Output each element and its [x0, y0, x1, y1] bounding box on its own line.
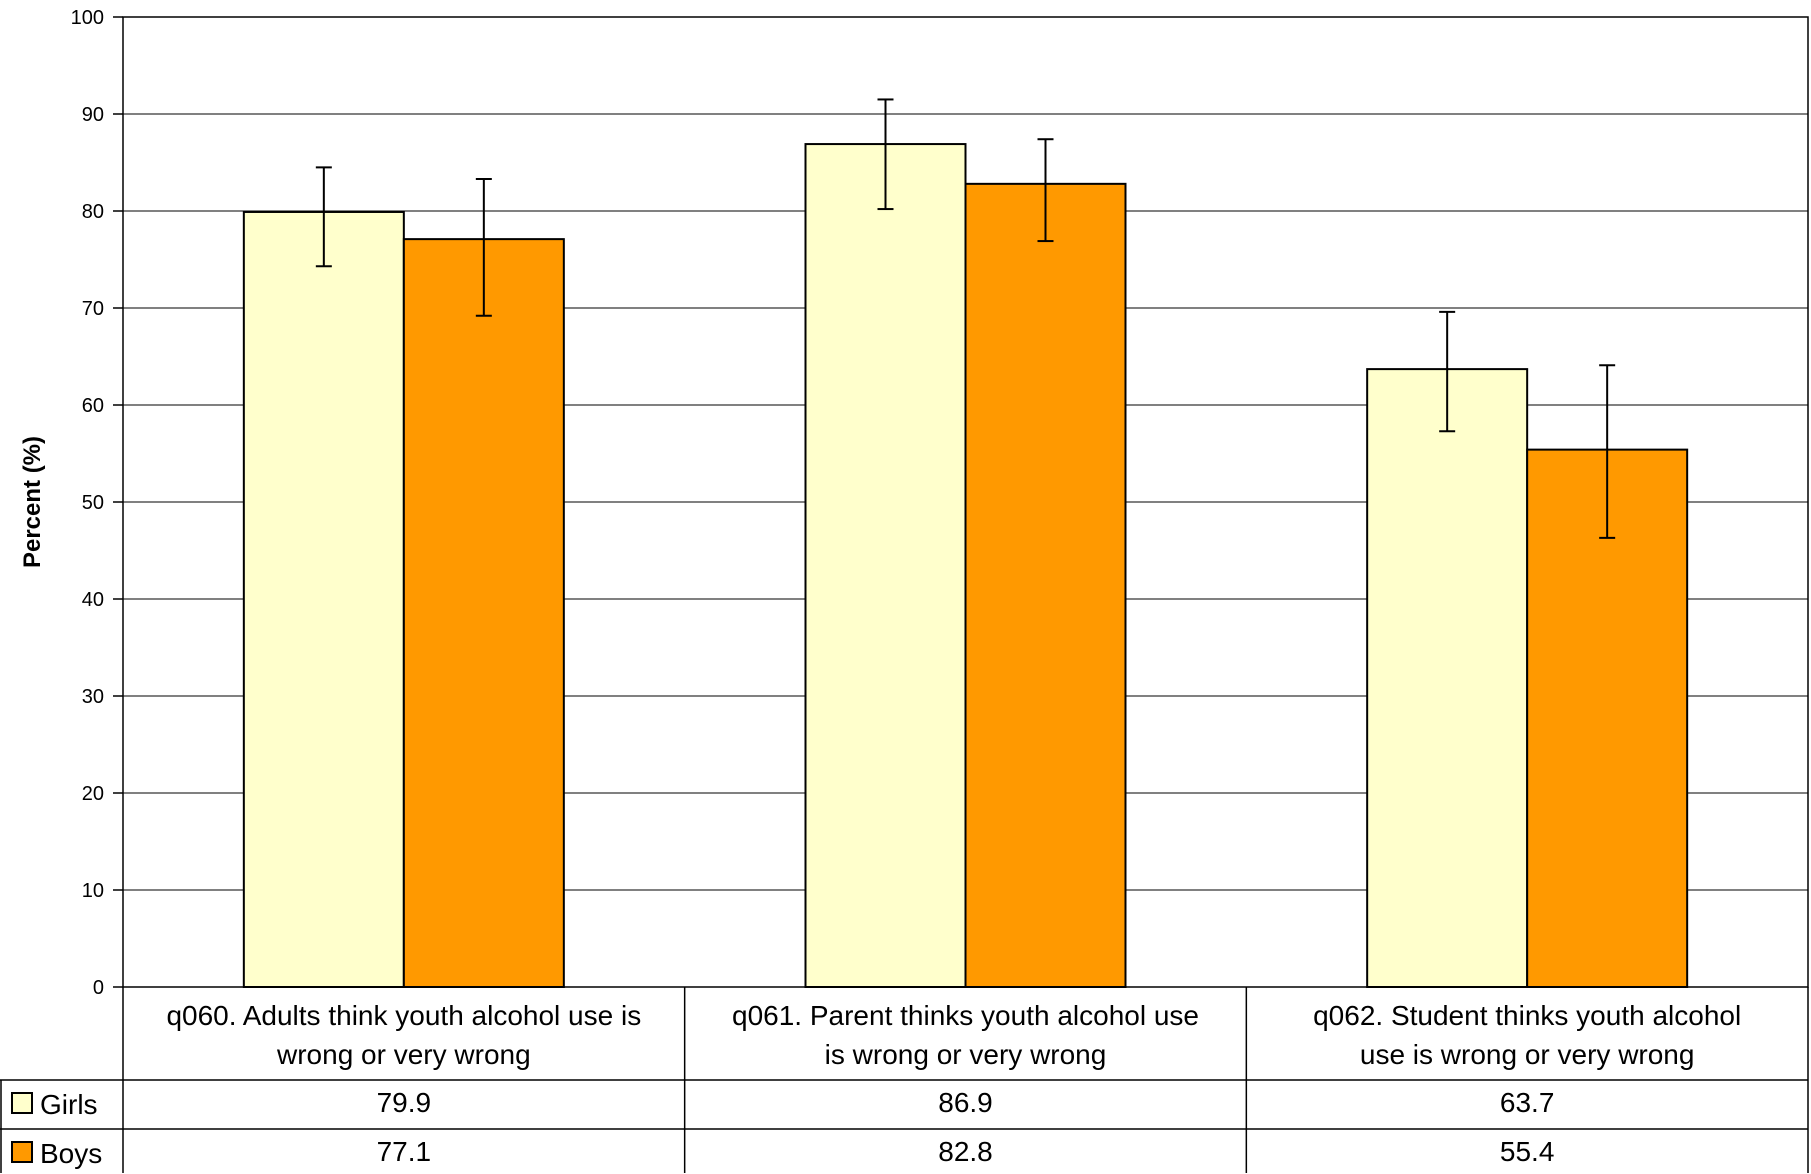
category-label: is wrong or very wrong — [825, 1039, 1107, 1070]
y-tick-label: 20 — [82, 783, 104, 805]
y-tick-label: 100 — [71, 7, 104, 29]
category-label: q062. Student thinks youth alcohol — [1313, 1000, 1741, 1031]
y-tick-label: 70 — [82, 298, 104, 320]
bar-boys-2 — [964, 182, 1127, 988]
y-tick-label: 60 — [82, 395, 104, 417]
legend-swatch-boys — [11, 1141, 33, 1163]
category-label: q061. Parent thinks youth alcohol use — [732, 1000, 1199, 1031]
data-table-value: 79.9 — [377, 1087, 432, 1118]
data-table-value: 86.9 — [938, 1087, 993, 1118]
y-tick-label: 80 — [82, 201, 104, 223]
y-axis-ticks: 0 10 20 30 40 50 60 70 80 90 100 — [71, 7, 123, 999]
data-table-value: 82.8 — [938, 1136, 993, 1167]
y-tick-label: 90 — [82, 104, 104, 126]
y-tick-label: 10 — [82, 880, 104, 902]
bars — [242, 143, 1689, 989]
bar-boys-1 — [402, 238, 565, 988]
data-table-value: 55.4 — [1500, 1136, 1555, 1167]
data-table: q060. Adults think youth alcohol use is w… — [0, 987, 1809, 1173]
data-table-value: 63.7 — [1500, 1087, 1555, 1118]
category-label: q060. Adults think youth alcohol use is — [166, 1000, 641, 1031]
legend-label-boys: Boys — [40, 1138, 102, 1169]
legend-label-girls: Girls — [40, 1089, 98, 1120]
y-tick-label: 50 — [82, 492, 104, 514]
bar-girls-2 — [804, 143, 967, 988]
bar-girls-3 — [1366, 368, 1529, 988]
bar-boys-3 — [1526, 448, 1689, 988]
y-tick-label: 30 — [82, 686, 104, 708]
legend-swatch-girls — [11, 1092, 33, 1114]
category-label: use is wrong or very wrong — [1360, 1039, 1695, 1070]
data-table-value: 77.1 — [377, 1136, 432, 1167]
bar-girls-1 — [242, 210, 405, 989]
y-tick-label: 0 — [93, 977, 104, 999]
y-tick-label: 40 — [82, 589, 104, 611]
plot-area-border — [122, 16, 1809, 988]
y-axis-label: Percent (%) — [19, 436, 46, 568]
error-bars — [315, 98, 1616, 539]
category-label: wrong or very wrong — [276, 1039, 531, 1070]
